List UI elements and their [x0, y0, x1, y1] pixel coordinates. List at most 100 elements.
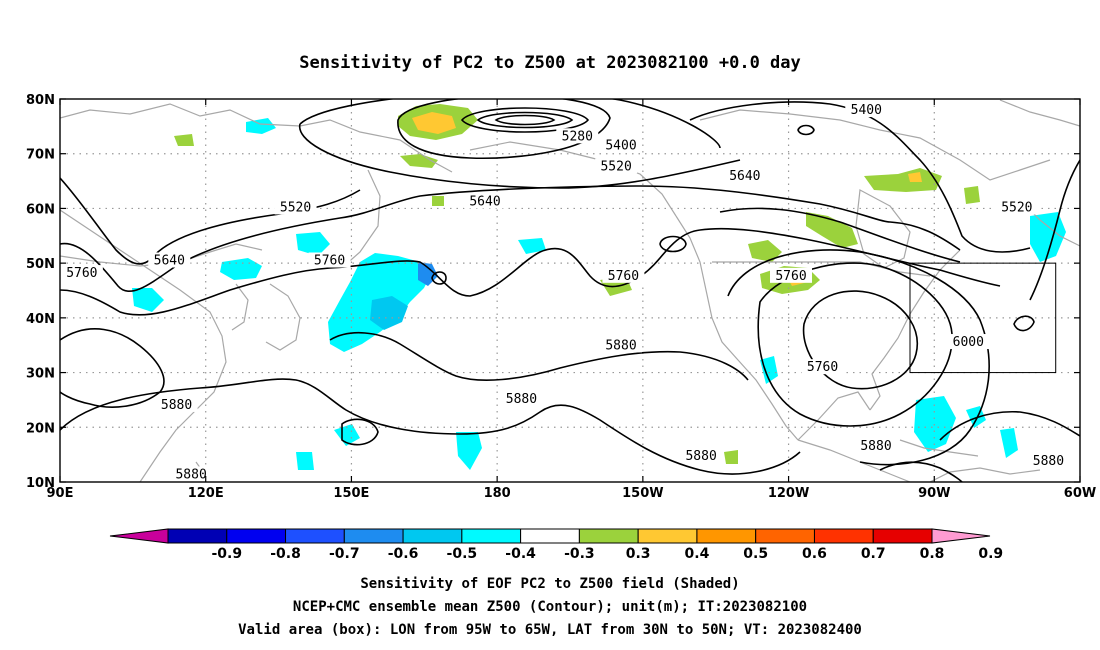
contour-label-background — [600, 137, 642, 153]
contour-label: 5640 — [1096, 247, 1100, 262]
contour-label: 5880 — [506, 392, 537, 407]
negative-shade-patch — [518, 238, 546, 254]
contour-label-background — [1091, 269, 1100, 284]
positive-shade-patch-strong — [412, 112, 456, 134]
contour-label-background — [274, 199, 317, 215]
positive-shade-patch — [806, 212, 858, 248]
lon-tick-label: 60W — [1064, 486, 1096, 501]
colorbar-swatch — [167, 528, 228, 544]
contour-label-background — [155, 396, 198, 412]
valid-area-box — [909, 262, 1057, 374]
contour-5880-box — [757, 262, 953, 427]
negative-shade-patch — [246, 118, 276, 134]
contour-5640 — [60, 185, 961, 292]
gridlines — [60, 99, 1080, 482]
colorbar-label: -0.5 — [447, 546, 478, 562]
coastline-north-america-west — [675, 215, 799, 441]
contour-5280-inner — [476, 111, 574, 129]
contour-label-background — [500, 390, 543, 406]
lon-tick-label: 120W — [768, 486, 809, 501]
contour-5880-south — [60, 378, 801, 475]
colorbar-tri-high — [931, 528, 991, 544]
colorbar-label: 0.9 — [978, 546, 1003, 562]
contour-5880-southeast — [939, 410, 1080, 441]
colorbar-swatch — [461, 528, 522, 544]
lat-tick-label: 60N — [26, 202, 55, 217]
colorbar-swatch — [696, 528, 757, 544]
contour-5760-ne-atlantic — [1029, 159, 1080, 301]
contour-label: 5760 — [1096, 270, 1100, 285]
contour-5880-caribbean — [879, 461, 963, 482]
colorbar-swatch — [872, 528, 933, 544]
positive-shade-patch — [724, 450, 738, 464]
contour-label: 5400 — [851, 103, 882, 118]
colorbar-label: 0.8 — [920, 546, 945, 562]
contour-labels: 5400 5280 5520 5400 5640 5640 5520 5520 5640 5760… — [60, 102, 1100, 482]
contour-label-background — [170, 466, 213, 482]
contour-label: 5880 — [860, 439, 891, 454]
contour-label-background — [723, 168, 766, 184]
contour-label-background — [556, 128, 599, 144]
coastline-japan — [265, 283, 301, 351]
coastline-east-asia — [60, 209, 227, 482]
contour-label: 5760 — [66, 266, 97, 281]
colorbar-label: -0.9 — [211, 546, 242, 562]
contour-label: 5880 — [1033, 454, 1064, 469]
lon-tick-label: 120E — [188, 486, 224, 501]
contour-label: 5880 — [161, 398, 192, 413]
colorbar-label: -0.3 — [564, 546, 595, 562]
caption-line-2: NCEP+CMC ensemble mean Z500 (Contour); u… — [293, 599, 807, 615]
contour-label-background — [148, 252, 191, 268]
colorbar-label: 0.3 — [626, 546, 651, 562]
contour-6000 — [802, 290, 918, 390]
negative-shade-patch — [914, 396, 956, 452]
contour-label-background — [602, 267, 645, 283]
contour-label: 5640 — [469, 194, 500, 209]
contour-label: 5640 — [729, 169, 760, 184]
lon-tick-label: 150W — [622, 486, 663, 501]
contour-5880-ring — [341, 418, 379, 446]
contour-label-background — [1088, 302, 1100, 317]
colorbar: -0.9 -0.8 -0.7 -0.6 -0.5 -0.4 -0.3 0.3 0.4 0.5 0.6… — [109, 528, 1003, 562]
contour-label-background — [947, 334, 990, 350]
contour-5880-central — [329, 331, 749, 381]
contour-label: 5400 — [605, 139, 636, 154]
longitude-axis: 90E 120E 150E 180 150W 120W 90W 60W — [47, 99, 1096, 501]
contour-label-background — [680, 447, 723, 463]
latitude-axis: 80N 70N 60N 50N 40N 30N 20N 10N — [26, 93, 1080, 491]
contour-label-background — [1091, 246, 1100, 261]
contour-label: 5520 — [280, 200, 311, 215]
negative-shade-patch — [456, 432, 482, 470]
colorbar-swatch — [520, 528, 580, 544]
lat-tick-label: 50N — [26, 257, 55, 272]
lon-tick-label: 90E — [47, 486, 74, 501]
contour-label: 5760 — [775, 269, 806, 284]
negative-shade-patch — [1000, 428, 1018, 458]
contour-label: 5760 — [608, 269, 639, 284]
colorbar-label: 0.4 — [685, 546, 710, 562]
colorbar-swatch — [813, 528, 874, 544]
colorbar-swatch — [637, 528, 698, 544]
contour-label-background — [801, 359, 844, 375]
contour-5280-core — [494, 114, 556, 126]
positive-shade-patch — [432, 196, 444, 206]
positive-shade-patch — [964, 186, 980, 204]
colorbar-label: -0.4 — [505, 546, 536, 562]
coastline-south-america — [929, 467, 1041, 482]
contour-label: 5880 — [175, 467, 206, 482]
negative-shade-patch — [760, 356, 778, 384]
contour-label: 5520 — [1001, 200, 1032, 215]
figure-title: Sensitivity of PC2 to Z500 at 2023082100… — [299, 53, 801, 73]
contour-label: 5640 — [154, 254, 185, 269]
contour-label-background — [308, 252, 351, 268]
contour-5760-northeast — [719, 207, 961, 263]
contour-label-background — [995, 199, 1038, 215]
negative-shade-patch — [296, 232, 330, 256]
positive-shade-patch — [400, 154, 438, 168]
lat-tick-label: 80N — [26, 93, 55, 108]
contour-5760-box — [727, 249, 990, 466]
positive-shade-patch — [864, 168, 942, 192]
coastline-eurasia-north — [60, 103, 453, 173]
lon-tick-label: 90W — [918, 486, 950, 501]
colorbar-label: 0.5 — [743, 546, 768, 562]
